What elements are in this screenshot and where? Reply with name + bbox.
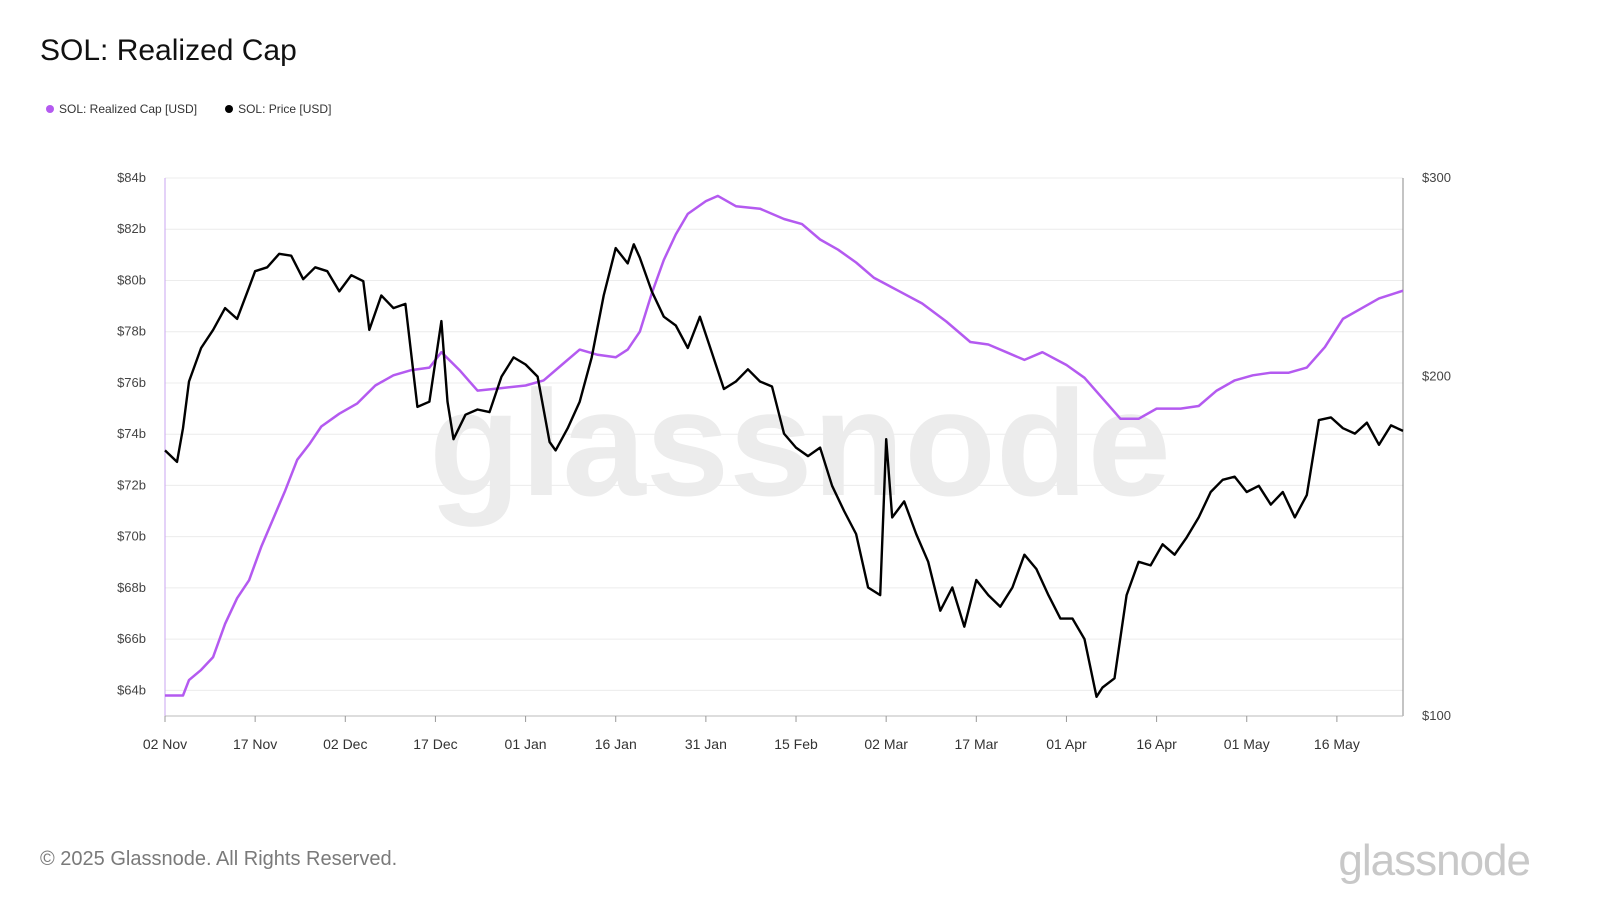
legend-label-price: SOL: Price [USD] — [238, 102, 332, 116]
x-tick-label: 01 Apr — [1046, 736, 1087, 752]
legend-item-realized-cap[interactable]: SOL: Realized Cap [USD] — [46, 102, 197, 116]
series-line-realized-cap — [165, 194, 1404, 697]
x-tick-label: 02 Mar — [864, 736, 908, 752]
y-left-tick-label: $80b — [117, 272, 146, 287]
y-left-tick-label: $84b — [117, 170, 146, 185]
y-left-tick-label: $64b — [117, 682, 146, 697]
y-left-tick-label: $76b — [117, 375, 146, 390]
x-tick-label: 17 Dec — [413, 736, 457, 752]
x-tick-label: 02 Dec — [323, 736, 367, 752]
legend-dot-realized-cap — [46, 105, 54, 113]
x-tick-label: 01 Jan — [505, 736, 547, 752]
y-left-tick-label: $70b — [117, 529, 146, 544]
y-left-tick-label: $78b — [117, 324, 146, 339]
glassnode-logo[interactable]: glassnode — [1338, 836, 1531, 885]
x-tick-label: 16 Jan — [595, 736, 637, 752]
y-left-tick-label: $66b — [117, 631, 146, 646]
series-line-price — [164, 243, 1404, 698]
x-tick-label: 02 Nov — [143, 736, 187, 752]
legend-item-price[interactable]: SOL: Price [USD] — [225, 102, 331, 116]
chart-title: SOL: Realized Cap — [40, 34, 297, 67]
axes: $64b $66b $68b $70b $72b $74b $76b $78b $80b $82b… — [117, 170, 1451, 752]
x-tick-label: 31 Jan — [685, 736, 727, 752]
y-left-tick-label: $72b — [117, 477, 146, 492]
y-right-tick-label: $300 — [1422, 170, 1451, 185]
y-left-tick-label: $74b — [117, 426, 146, 441]
y-left-tick-label: $82b — [117, 221, 146, 236]
series-layer — [164, 194, 1404, 698]
x-tick-label: 17 Mar — [955, 736, 999, 752]
x-tick-label: 01 May — [1224, 736, 1270, 752]
x-tick-label: 15 Feb — [774, 736, 818, 752]
y-right-tick-label: $100 — [1422, 708, 1451, 723]
chart-legend: SOL: Realized Cap [USD] SOL: Price [USD] — [46, 102, 331, 116]
y-right-tick-label: $200 — [1422, 369, 1451, 384]
x-tick-label: 16 Apr — [1136, 736, 1177, 752]
legend-dot-price — [225, 105, 234, 113]
legend-label-realized-cap: SOL: Realized Cap [USD] — [59, 102, 198, 116]
copyright-text: © 2025 Glassnode. All Rights Reserved. — [40, 848, 398, 870]
x-tick-label: 16 May — [1314, 736, 1360, 752]
y-left-tick-label: $68b — [117, 580, 146, 595]
x-tick-label: 17 Nov — [233, 736, 277, 752]
watermark-text: glassnode — [429, 359, 1171, 527]
